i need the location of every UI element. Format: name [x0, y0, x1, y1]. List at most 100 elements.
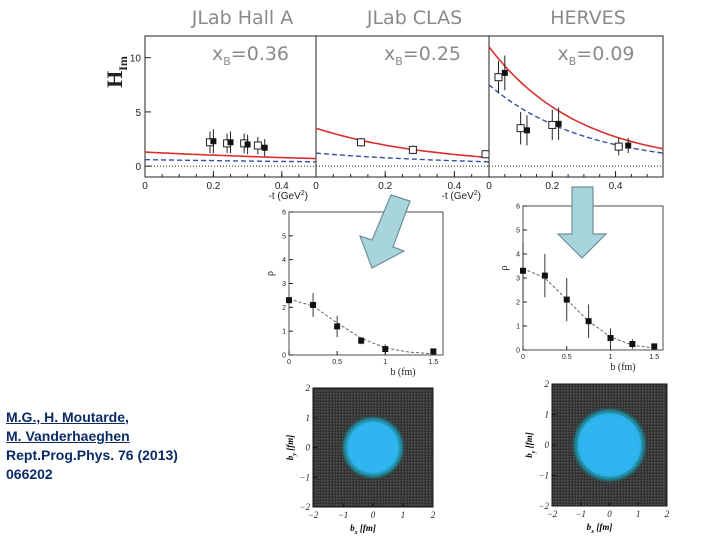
y-tick-label: 0 [282, 353, 286, 360]
x-axis-label: -t (GeV2) [269, 190, 308, 202]
citation: M.G., H. Moutarde, M. Vanderhaeghen Rept… [6, 408, 178, 484]
x-tick-label: 0 [313, 181, 319, 192]
data-point [607, 335, 614, 341]
x-tick-label: 0.2 [378, 181, 392, 192]
x-tick-label: 0 [486, 181, 492, 192]
open-point [356, 138, 365, 147]
data-point [520, 267, 526, 274]
density-core [347, 422, 399, 473]
y-tick-label: 3 [282, 281, 286, 288]
filled-point [261, 144, 268, 151]
y-tick-label: 6 [282, 210, 286, 217]
x-tick-label: −2 [547, 509, 558, 519]
y-axis-label: by [fm] [524, 432, 537, 457]
y-tick-label: 0 [545, 440, 550, 450]
x-tick-label: 0 [287, 359, 291, 366]
y-tick-label: 0 [306, 443, 311, 453]
filled-point [555, 120, 562, 127]
x-tick-label: 1 [383, 359, 387, 366]
data-point [430, 348, 437, 355]
open-point [494, 73, 503, 82]
y-tick-label: 1 [516, 324, 520, 331]
model-curve [315, 127, 490, 159]
data-point [382, 346, 389, 353]
density-map-right: −2−2 −1 −1 0 0 1 1 2 2 bx [fm] by [fm] [524, 379, 670, 535]
open-point [548, 120, 557, 129]
y-tick-label: 2 [306, 383, 311, 393]
x-axis-label: b (fm) [390, 367, 415, 378]
xb-label: xB=0.09 [557, 43, 634, 68]
filled-point [501, 69, 508, 76]
citation-line-4: 066202 [6, 466, 53, 482]
xb-label: xB=0.25 [384, 43, 461, 68]
x-axis-label: b (fm) [610, 362, 635, 373]
x-tick-label: 1 [609, 354, 613, 361]
data-point [334, 323, 341, 330]
model-curve [488, 46, 664, 150]
data-point [310, 301, 317, 308]
y-axis-label: ρ [499, 266, 510, 271]
fit-curve [315, 152, 490, 163]
y-tick-label: −2 [538, 501, 549, 511]
filled-point [625, 142, 632, 149]
x-tick-label: 1.5 [429, 359, 439, 366]
x-tick-label: 2 [665, 509, 670, 519]
y-tick-label: 2 [545, 379, 550, 389]
x-tick-label: −1 [338, 510, 349, 520]
x-tick-label: 1.5 [649, 354, 659, 361]
citation-line-2[interactable]: M. Vanderhaeghen [6, 428, 130, 444]
data-point [585, 318, 592, 325]
y-tick-label: −1 [299, 472, 310, 482]
y-tick-label: 4 [516, 252, 520, 259]
x-tick-label: 0 [521, 354, 525, 361]
y-tick-label: 5 [135, 108, 141, 119]
x-tick-label: 0.4 [609, 181, 623, 192]
citation-line-1[interactable]: M.G., H. Moutarde, [6, 409, 129, 425]
density-map-left: −2−2 −1 −1 0 0 1 1 2 2 bx [fm] by [fm] [285, 383, 436, 536]
y-axis-label: HIm [102, 56, 130, 88]
x-tick-label: −2 [308, 510, 319, 520]
data-point [286, 297, 292, 304]
arrows [358, 186, 608, 269]
panel-title: JLab Hall A [191, 7, 293, 29]
y-tick-label: 4 [282, 257, 286, 264]
open-point [481, 150, 490, 159]
x-tick-label: 1 [636, 509, 641, 519]
x-tick-label: 0.5 [562, 354, 572, 361]
x-axis-label: -t (GeV2) [442, 190, 481, 202]
y-tick-label: −1 [538, 471, 549, 481]
y-axis-label: ρ [265, 271, 276, 276]
y-tick-label: 6 [516, 204, 520, 211]
open-point [614, 142, 623, 151]
x-tick-label: 0.4 [447, 181, 461, 192]
open-point [516, 124, 525, 133]
y-tick-label: 5 [516, 228, 520, 235]
data-point [651, 343, 658, 350]
fit-curve [144, 158, 316, 163]
filled-point [210, 138, 217, 145]
x-tick-label: 0 [371, 510, 376, 520]
y-tick-label: 0 [516, 348, 520, 355]
x-tick-label: 0 [607, 509, 612, 519]
y-tick-label: 1 [306, 413, 311, 423]
y-tick-label: 3 [516, 276, 520, 283]
filled-point [523, 127, 530, 134]
open-point [408, 145, 417, 154]
plot-frame [288, 211, 444, 356]
y-tick-label: 2 [516, 300, 520, 307]
arrow-right [556, 186, 608, 259]
x-tick-label: 0.4 [275, 181, 289, 192]
x-tick-label: 0.5 [332, 359, 342, 366]
y-tick-label: 2 [282, 305, 286, 312]
y-tick-label: −2 [299, 502, 310, 512]
density-core [577, 413, 642, 477]
x-axis-label: bx [fm] [350, 523, 376, 536]
data-point [358, 337, 365, 344]
x-tick-label: 0 [142, 181, 148, 192]
model-curve [144, 151, 317, 160]
x-tick-label: −1 [575, 509, 586, 519]
panel-title: HERVES [550, 7, 626, 29]
rho-plot-left: 0 0.5 1 1.5 0 1 2 3 4 5 6 b (fm) ρ [265, 210, 444, 378]
top-frame [144, 35, 664, 178]
